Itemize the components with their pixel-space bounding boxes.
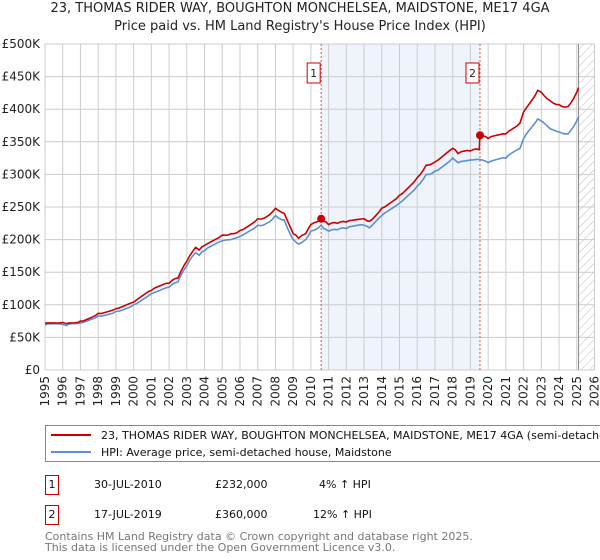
x-tick-label: 2003 [180, 376, 194, 407]
y-tick-label: £350K [2, 135, 42, 149]
y-tick-label: £150K [2, 265, 42, 279]
chart-title: 23, THOMAS RIDER WAY, BOUGHTON MONCHELSE… [50, 1, 550, 16]
transaction-date: 17-JUL-2019 [94, 508, 162, 521]
x-tick-label: 2001 [144, 376, 158, 407]
legend-label-hpi: HPI: Average price, semi-detached house,… [101, 445, 392, 459]
y-tick-label: £400K [2, 102, 42, 116]
transaction-price: £232,000 [215, 478, 268, 491]
x-tick-label: 2026 [588, 376, 600, 407]
x-tick-label: 2021 [499, 376, 513, 407]
x-tick-label: 2010 [304, 376, 318, 407]
x-tick-label: 2012 [339, 376, 353, 407]
y-tick-label: £50K [9, 330, 41, 344]
transaction-hpi-delta: 12% ↑ HPI [313, 508, 372, 521]
transaction-date: 30-JUL-2010 [94, 478, 162, 491]
sale-marker-badge [306, 62, 321, 84]
x-tick-label: 1996 [56, 376, 70, 407]
y-tick-label: £100K [2, 298, 42, 312]
legend-swatch-hpi [51, 451, 91, 453]
x-tick-label: 2011 [322, 376, 336, 407]
y-tick-label: £250K [2, 200, 42, 214]
sale-point [475, 131, 484, 140]
price-chart: 1995 1996 1997 1998 1999 2000 2001 2002 2003 2004… [2, 37, 600, 407]
sale-point [317, 214, 326, 223]
legend-swatch-property [51, 434, 91, 436]
legend-item-property: 23, THOMAS RIDER WAY, BOUGHTON MONCHELSE… [51, 427, 600, 443]
x-tick-label: 2017 [428, 376, 442, 407]
x-tick-label: 2009 [286, 376, 300, 407]
y-tick-label: £200K [2, 233, 42, 247]
chart-subtitle: Price paid vs. HM Land Registry's House … [114, 19, 486, 34]
x-tick-label: 2004 [198, 376, 212, 407]
x-tick-label: 2000 [127, 376, 141, 407]
x-tick-label: 2014 [375, 376, 389, 407]
y-tick-label: £0 [25, 363, 40, 377]
transaction-badge: 1 [45, 475, 59, 495]
x-tick-label: 1997 [73, 376, 87, 407]
x-tick-label: 2022 [517, 376, 531, 407]
sale-marker-label: 2 [469, 67, 476, 80]
x-tick-label: 1999 [109, 376, 123, 407]
x-tick-label: 1998 [91, 376, 105, 407]
y-tick-label: £500K [2, 37, 42, 51]
x-tick-label: 2016 [410, 376, 424, 407]
y-tick-label: £300K [2, 167, 42, 181]
x-tick-label: 2006 [233, 376, 247, 407]
x-tick-label: 2007 [251, 376, 265, 407]
y-tick-label: £450K [2, 70, 42, 84]
x-tick-label: 2015 [393, 376, 407, 407]
x-tick-label: 2019 [463, 376, 477, 407]
x-tick-label: 2023 [534, 376, 548, 407]
transaction-badge: 2 [45, 505, 59, 525]
sale-marker-badge [465, 62, 480, 84]
property-price-line [44, 87, 580, 325]
x-tick-label: 2002 [162, 376, 176, 407]
x-tick-label: 2013 [357, 376, 371, 407]
x-tick-label: 2005 [215, 376, 229, 407]
x-tick-label: 2008 [268, 376, 282, 407]
footer-copyright: Contains HM Land Registry data © Crown c… [45, 530, 473, 543]
x-tick-label: 2024 [552, 376, 566, 407]
footer-licence: This data is licensed under the Open Gov… [45, 541, 396, 554]
x-tick-label: 2020 [481, 376, 495, 407]
x-tick-label: 2018 [446, 376, 460, 407]
x-tick-label: 2025 [570, 376, 584, 407]
x-tick-label: 1995 [38, 376, 52, 407]
legend-item-hpi: HPI: Average price, semi-detached house,… [51, 444, 392, 460]
hpi-line [44, 116, 580, 327]
transaction-price: £360,000 [215, 508, 268, 521]
sale-marker-label: 1 [310, 67, 317, 80]
transaction-hpi-delta: 4% ↑ HPI [319, 478, 371, 491]
legend: 23, THOMAS RIDER WAY, BOUGHTON MONCHELSE… [45, 425, 600, 462]
legend-label-property: 23, THOMAS RIDER WAY, BOUGHTON MONCHELSE… [101, 428, 600, 442]
